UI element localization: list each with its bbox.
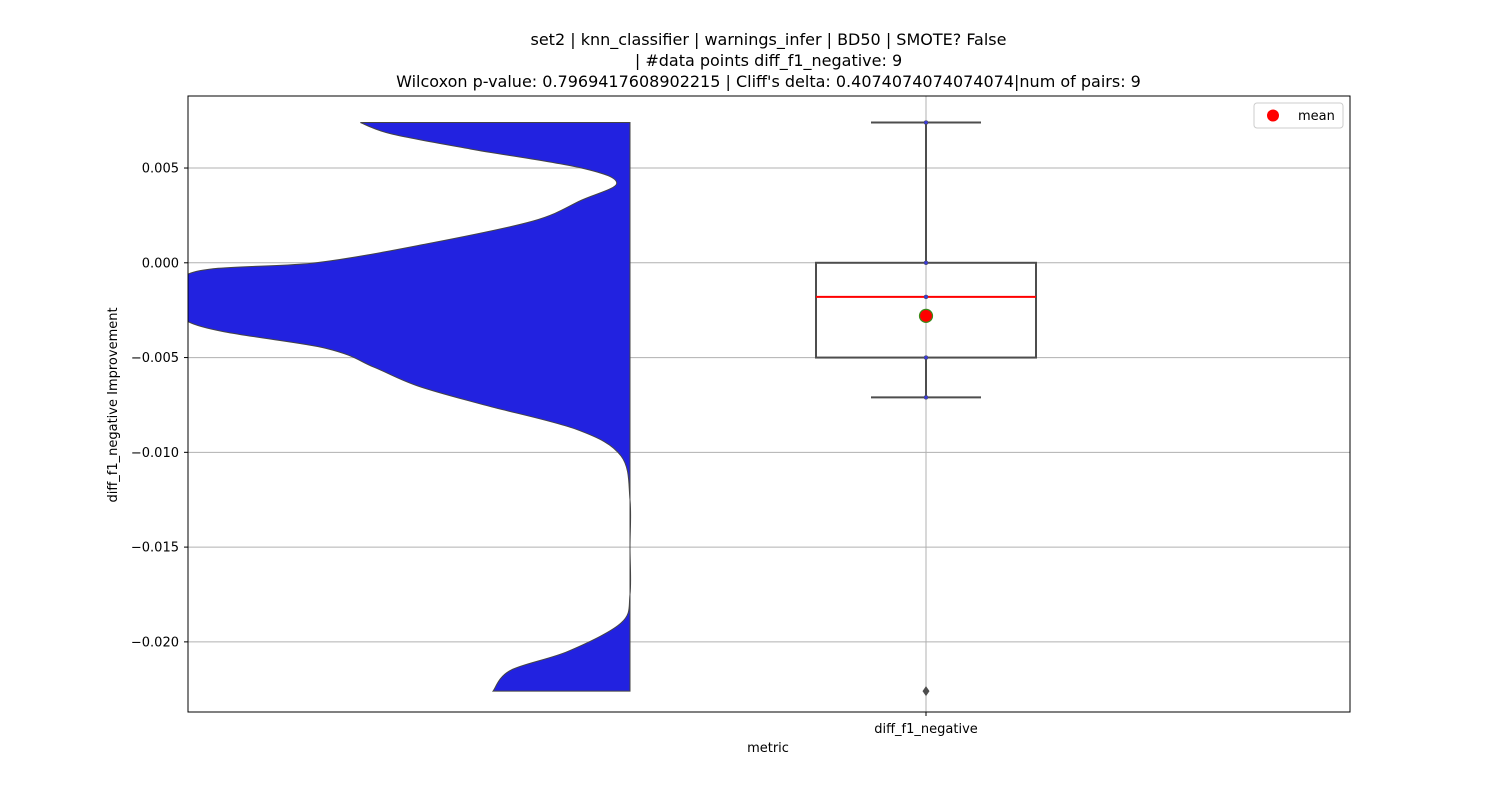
- x-tick-label: diff_f1_negative: [874, 722, 978, 737]
- mean-marker: [918, 308, 934, 323]
- y-tick-label: −0.010: [131, 446, 179, 461]
- legend: mean: [1253, 102, 1344, 129]
- y-tick-label: 0.005: [142, 162, 179, 177]
- chart-title-line-2: | #data points diff_f1_negative: 9: [634, 51, 903, 70]
- y-tick-label: −0.015: [131, 541, 179, 556]
- x-axis-label: metric: [747, 741, 789, 756]
- legend-box: [1253, 102, 1344, 129]
- data-point: [923, 260, 929, 266]
- outlier-marker: [922, 686, 930, 697]
- grid-layer: [188, 96, 1350, 712]
- legend-marker-mean: [1267, 109, 1279, 122]
- plot-frame: [187, 95, 1351, 713]
- data-point: [923, 355, 929, 360]
- y-tick-label: 0.000: [142, 256, 179, 271]
- chart-title-line-3: Wilcoxon p-value: 0.7969417608902215 | C…: [396, 72, 1141, 91]
- y-axis-label: diff_f1_negative Improvement: [106, 307, 121, 502]
- data-point: [923, 120, 929, 125]
- data-point: [923, 395, 929, 400]
- violin-body: [188, 122, 632, 692]
- violin-layer: [188, 122, 632, 692]
- y-tick-label: −0.005: [131, 351, 179, 366]
- legend-label-mean: mean: [1298, 109, 1335, 124]
- box-layer: [815, 120, 1037, 697]
- chart-title-line-1: set2 | knn_classifier | warnings_infer |…: [530, 30, 1007, 49]
- axes-layer: 0.005 0.000 −0.005 −0.010 −0.015 −0.020 diff_f…: [131, 95, 1351, 737]
- y-tick-label: −0.020: [131, 635, 179, 650]
- data-point: [923, 294, 929, 300]
